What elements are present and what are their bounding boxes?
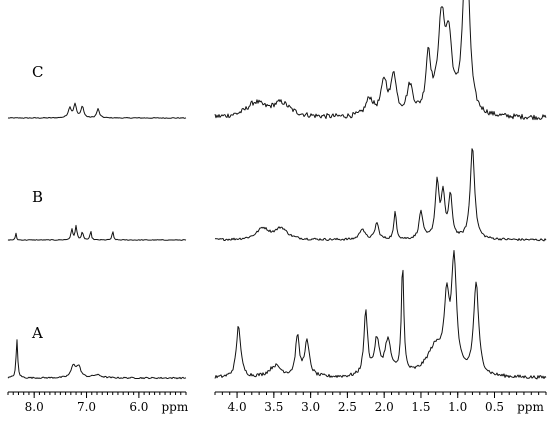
spectrum-a-trace-aromatic xyxy=(7,339,187,380)
x-tick-label: 1.0 xyxy=(448,400,467,414)
spectrum-c-trace-aromatic xyxy=(7,102,187,119)
x-unit-label-aliphatic: ppm xyxy=(517,400,544,414)
spectrum-a-trace-aliphatic xyxy=(214,250,547,380)
x-tick-label: 0.5 xyxy=(485,400,504,414)
spectrum-label-a: A xyxy=(31,324,43,342)
spectrum-b-trace-aliphatic xyxy=(214,148,547,242)
x-tick-label: 4.0 xyxy=(228,400,247,414)
x-tick-label: 8.0 xyxy=(25,400,44,414)
x-tick-label: 2.5 xyxy=(338,400,357,414)
x-tick-label: 1.5 xyxy=(411,400,430,414)
x-tick-label: 3.0 xyxy=(301,400,320,414)
spectrum-b-trace-aromatic xyxy=(7,224,187,241)
spectrum-label-c: C xyxy=(32,63,43,81)
spectrum-labels: C B A xyxy=(31,63,43,342)
spectrum-traces xyxy=(7,0,547,380)
x-axes: 8.0 7.0 6.0 ppm 4.0 3.5 3.0 2.5 2.0 1.5 1.0 0.5 ppm xyxy=(7,391,547,414)
x-tick-label: 6.0 xyxy=(129,400,148,414)
spectrum-c-trace-aliphatic xyxy=(214,0,547,121)
x-tick-label: 7.0 xyxy=(77,400,96,414)
x-unit-label-aromatic: ppm xyxy=(162,400,189,414)
x-tick-label: 2.0 xyxy=(375,400,394,414)
spectrum-label-b: B xyxy=(32,188,43,206)
x-tick-label: 3.5 xyxy=(264,400,283,414)
